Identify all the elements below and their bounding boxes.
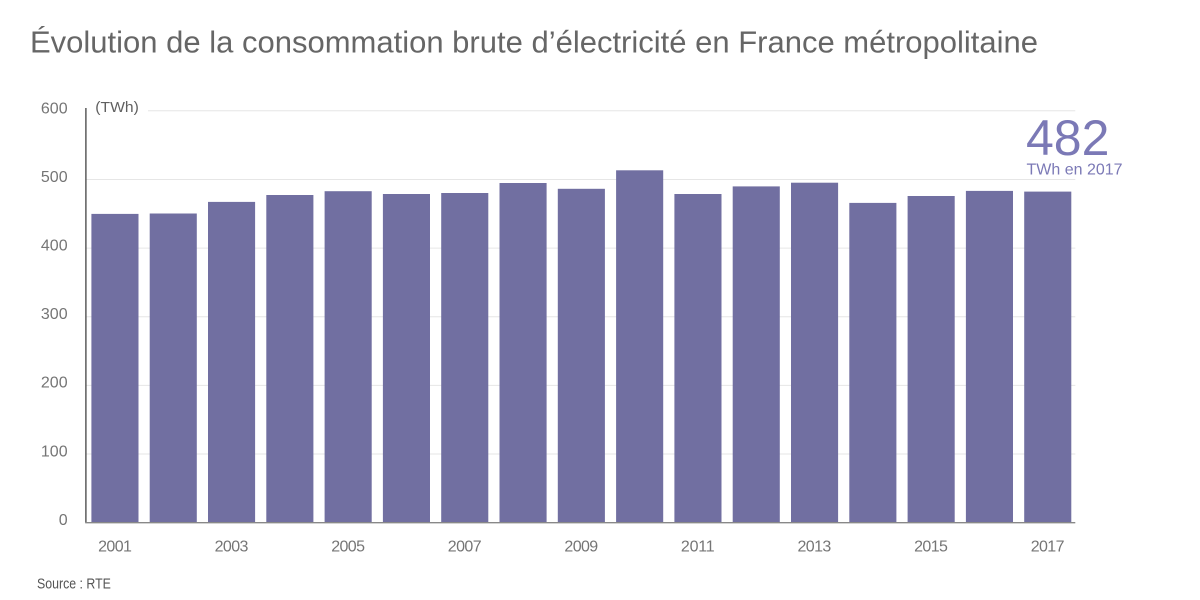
svg-text:600: 600	[41, 101, 68, 118]
svg-text:2001: 2001	[98, 538, 132, 555]
svg-text:(TWh): (TWh)	[95, 99, 139, 116]
svg-text:Source : RTE: Source : RTE	[37, 576, 111, 592]
svg-text:100: 100	[41, 443, 68, 460]
svg-text:400: 400	[41, 238, 68, 255]
svg-text:2011: 2011	[681, 538, 715, 555]
svg-text:2015: 2015	[914, 538, 948, 555]
svg-text:2013: 2013	[798, 538, 832, 555]
svg-text:2003: 2003	[215, 538, 249, 555]
svg-text:300: 300	[41, 306, 68, 323]
svg-text:200: 200	[41, 375, 68, 392]
svg-text:2017: 2017	[1031, 538, 1065, 555]
svg-text:2005: 2005	[331, 538, 365, 555]
svg-text:500: 500	[41, 169, 68, 186]
svg-text:482: 482	[1026, 110, 1109, 166]
svg-text:TWh en 2017: TWh en 2017	[1027, 162, 1123, 179]
svg-text:2007: 2007	[448, 538, 482, 555]
svg-text:2009: 2009	[564, 538, 598, 555]
svg-text:0: 0	[59, 512, 68, 529]
svg-text:Évolution de la consommation b: Évolution de la consommation brute d’éle…	[30, 24, 1038, 59]
